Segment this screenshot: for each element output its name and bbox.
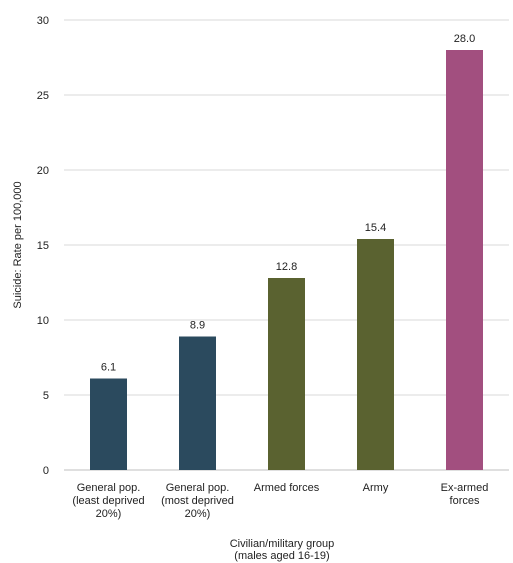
x-axis-title: Civilian/military group (males aged 16-19… bbox=[230, 538, 335, 562]
y-tick-label: 0 bbox=[43, 465, 49, 477]
data-label-4: 15.4 bbox=[365, 222, 386, 234]
y-tick-label: 10 bbox=[37, 315, 49, 327]
category-label-1: General pop. (least deprived 20%) bbox=[72, 482, 144, 520]
y-tick-label: 30 bbox=[37, 15, 49, 27]
bar-3 bbox=[268, 278, 305, 470]
y-tick-label: 20 bbox=[37, 165, 49, 177]
y-axis-title: Suicide: Rate per 100,000 bbox=[12, 181, 24, 308]
bar-1 bbox=[90, 378, 127, 470]
y-tick-label: 25 bbox=[37, 90, 49, 102]
x-axis-title-text: Civilian/military group (males aged 16-19… bbox=[230, 538, 335, 562]
data-label-1: 6.1 bbox=[101, 362, 116, 374]
data-label-3: 12.8 bbox=[276, 261, 297, 273]
bar-2 bbox=[179, 336, 216, 470]
bars bbox=[90, 50, 483, 470]
category-label-3: Armed forces bbox=[254, 482, 320, 494]
category-label-5: Ex-armed forces bbox=[441, 482, 489, 507]
data-label-5: 28.0 bbox=[454, 33, 475, 45]
data-labels: 6.1 8.9 12.8 15.4 28.0 bbox=[101, 33, 475, 374]
data-label-2: 8.9 bbox=[190, 320, 205, 332]
y-axis-ticks: 0 5 10 15 20 25 30 bbox=[37, 15, 49, 477]
bar-5 bbox=[446, 50, 483, 470]
y-tick-label: 15 bbox=[37, 240, 49, 252]
category-label-2: General pop. (most deprived 20%) bbox=[161, 482, 234, 520]
category-label-4: Army bbox=[363, 482, 389, 494]
bar-4 bbox=[357, 239, 394, 470]
y-tick-label: 5 bbox=[43, 390, 49, 402]
x-axis-categories: General pop. (least deprived 20%) General p… bbox=[72, 482, 488, 520]
